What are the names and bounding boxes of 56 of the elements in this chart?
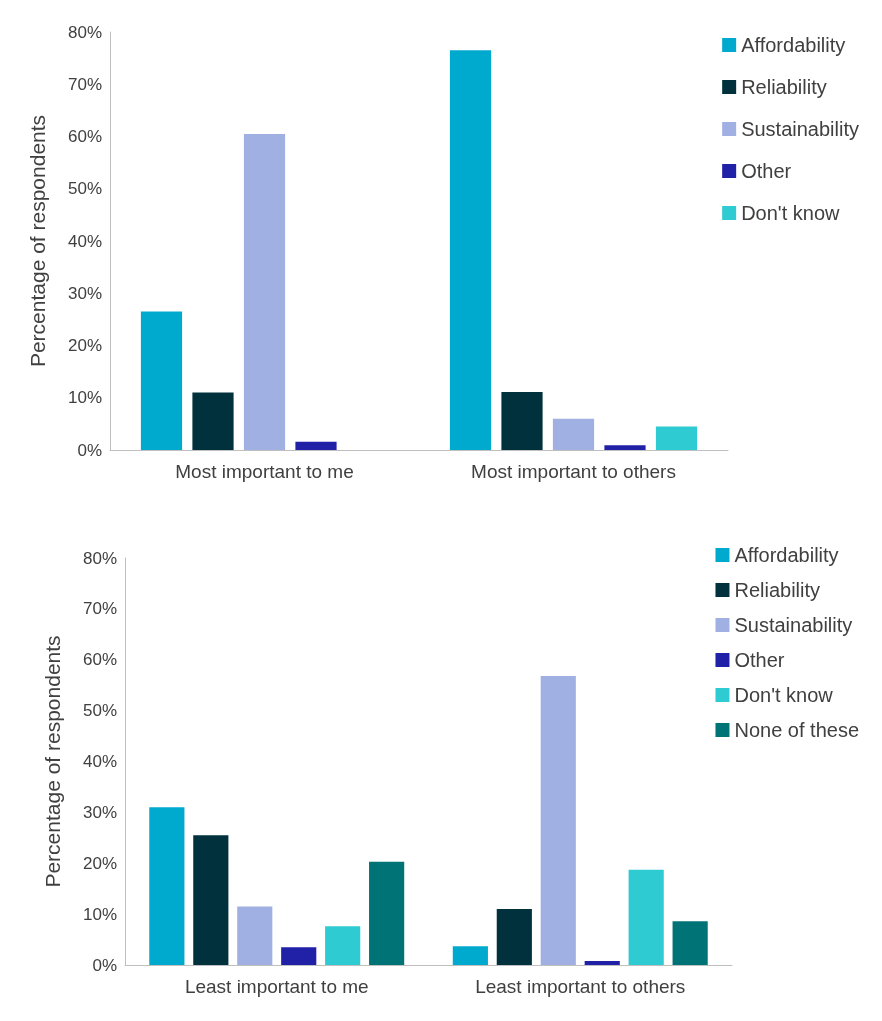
bar <box>496 909 532 965</box>
y-tick-label: 60% <box>67 127 102 146</box>
y-tick-label: 80% <box>82 548 117 568</box>
legend-label: Affordability <box>741 34 846 56</box>
bar <box>672 921 708 965</box>
legend-label: Affordability <box>734 544 839 566</box>
legend-label: None of these <box>734 719 859 741</box>
bar <box>295 441 337 450</box>
x-tick-label: Least important to me <box>184 976 369 997</box>
bar <box>540 676 576 965</box>
y-tick-label: 30% <box>82 802 117 822</box>
y-tick-label: 40% <box>67 231 102 251</box>
legend-label: Sustainability <box>741 118 859 140</box>
y-tick-label: 0% <box>77 440 102 460</box>
bar <box>281 947 317 965</box>
bar <box>193 835 229 965</box>
x-tick-label: Most important to me <box>175 461 354 482</box>
y-tick-label: 20% <box>82 853 117 873</box>
bar <box>452 946 488 965</box>
bar <box>449 50 492 450</box>
y-axis-title: Percentage of respondents <box>26 114 49 368</box>
legend-label: Other <box>741 160 792 182</box>
bar <box>325 926 361 965</box>
bar <box>604 445 646 450</box>
y-tick-label: 70% <box>67 74 102 94</box>
legend-label: Sustainability <box>734 614 853 636</box>
x-tick-label: Least important to others <box>475 976 686 997</box>
y-tick-label: 80% <box>67 22 102 42</box>
y-tick-label: 40% <box>82 752 117 771</box>
bar <box>237 906 273 965</box>
bar <box>584 960 620 965</box>
y-tick-label: 60% <box>82 650 117 670</box>
y-tick-label: 30% <box>67 283 102 303</box>
y-axis-title: Percentage of respondents <box>41 635 64 888</box>
bar <box>369 861 405 965</box>
bar <box>192 392 234 450</box>
bar <box>552 418 595 450</box>
bar <box>140 311 183 450</box>
bar <box>501 392 543 450</box>
legend-label: Other <box>734 649 785 671</box>
y-tick-label: 50% <box>67 179 102 199</box>
legend-label: Don't know <box>734 684 834 706</box>
bar <box>149 807 185 965</box>
y-tick-label: 10% <box>82 904 117 924</box>
y-tick-label: 10% <box>67 388 102 408</box>
y-tick-label: 70% <box>82 599 117 619</box>
legend-label: Reliability <box>741 76 827 98</box>
y-tick-label: 20% <box>67 336 102 355</box>
bar <box>243 133 286 450</box>
y-tick-label: 0% <box>92 955 117 975</box>
x-tick-label: Most important to others <box>471 461 676 482</box>
y-tick-label: 50% <box>82 701 117 721</box>
bar <box>655 426 698 450</box>
legend-label: Reliability <box>734 579 821 601</box>
legend-label: Don't know <box>741 202 841 224</box>
bar <box>628 869 664 965</box>
